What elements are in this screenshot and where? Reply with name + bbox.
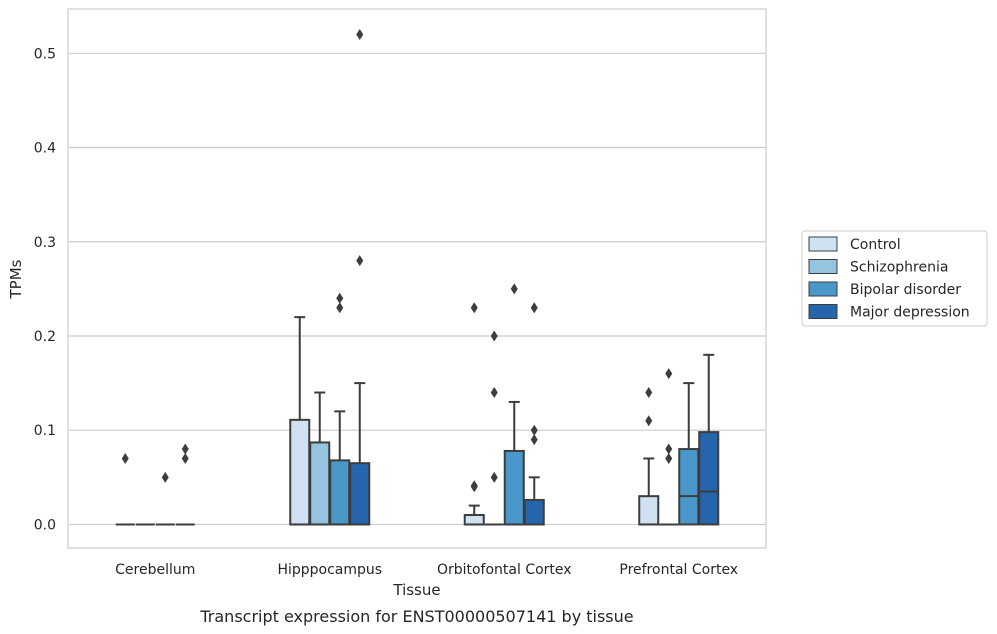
box-body [523, 498, 545, 526]
outlier-point [181, 452, 189, 464]
outlier-point [490, 471, 498, 483]
outlier-point [470, 480, 478, 492]
x-tick-label: Prefrontal Cortex [619, 562, 738, 578]
outlier-point [121, 452, 129, 464]
outlier-point [645, 415, 653, 427]
outlier-point [490, 330, 498, 342]
legend-swatch [808, 304, 838, 319]
box-3-2 [678, 382, 700, 526]
box-2-3 [523, 302, 545, 526]
legend: Control Schizophrenia Bipolar disorder Majo… [801, 230, 988, 327]
x-tick-labels: Cerebellum Hipppocampus Orbitofontal Corte… [115, 562, 738, 578]
box-0-3 [175, 443, 195, 526]
legend-swatch [808, 281, 838, 297]
x-tick-label: Orbitofontal Cortex [437, 562, 572, 578]
box-0-0 [115, 452, 135, 526]
x-tick-label: Hipppocampus [277, 562, 382, 578]
outlier-point [530, 424, 538, 436]
gridlines [68, 52, 766, 526]
outlier-point [161, 471, 169, 483]
outlier-point [665, 443, 673, 455]
legend-label: Schizophrenia [850, 260, 948, 276]
outlier-point [356, 255, 364, 267]
y-tick-label: 0.4 [34, 141, 56, 157]
box-body [309, 441, 331, 526]
chart-caption: Transcript expression for ENST0000050714… [199, 607, 633, 626]
box-body [349, 462, 371, 526]
legend-label: Control [850, 237, 901, 253]
y-tick-label: 0.0 [34, 517, 56, 533]
outlier-point [181, 443, 189, 455]
box-1-2 [329, 292, 351, 526]
box-2-1 [484, 330, 504, 526]
box-1-1 [309, 391, 331, 526]
box-body [503, 449, 525, 526]
x-axis-title: Tissue [392, 581, 440, 599]
outlier-point [336, 302, 344, 314]
outlier-point [356, 28, 364, 40]
legend-label: Bipolar disorder [850, 282, 961, 298]
box-body [678, 448, 700, 526]
outlier-point [530, 434, 538, 446]
box-1-3 [349, 28, 371, 526]
legend-frame [801, 230, 988, 327]
box-body [463, 514, 485, 526]
y-tick-label: 0.5 [34, 46, 56, 62]
box-body [329, 459, 351, 526]
legend-swatch [808, 259, 838, 274]
plot-frame [67, 8, 767, 549]
y-tick-labels: 0.0 0.1 0.2 0.3 0.4 0.5 [34, 46, 56, 533]
box-3-1 [659, 368, 679, 526]
outlier-point [530, 302, 538, 314]
y-axis-title: TPMs [7, 259, 25, 299]
y-tick-label: 0.2 [34, 329, 56, 345]
outlier-point [490, 387, 498, 399]
x-tick-label: Cerebellum [115, 562, 195, 578]
legend-label: Major depression [850, 305, 970, 321]
box-body [289, 418, 311, 526]
legend-swatch [808, 236, 838, 252]
box-2-0 [463, 302, 485, 526]
outlier-point [645, 387, 653, 399]
y-tick-label: 0.3 [34, 235, 56, 251]
box-3-3 [698, 353, 720, 526]
outlier-point [336, 292, 344, 304]
boxes [115, 28, 720, 526]
y-tick-label: 0.1 [34, 423, 56, 439]
outlier-point [470, 302, 478, 314]
outlier-point [665, 452, 673, 464]
box-0-2 [155, 471, 175, 526]
outlier-point [665, 368, 673, 380]
box-body [698, 431, 720, 526]
outlier-point [510, 283, 518, 295]
box-body [638, 495, 660, 526]
box-3-0 [638, 387, 660, 526]
box-2-2 [503, 283, 525, 526]
box-1-0 [289, 316, 311, 526]
